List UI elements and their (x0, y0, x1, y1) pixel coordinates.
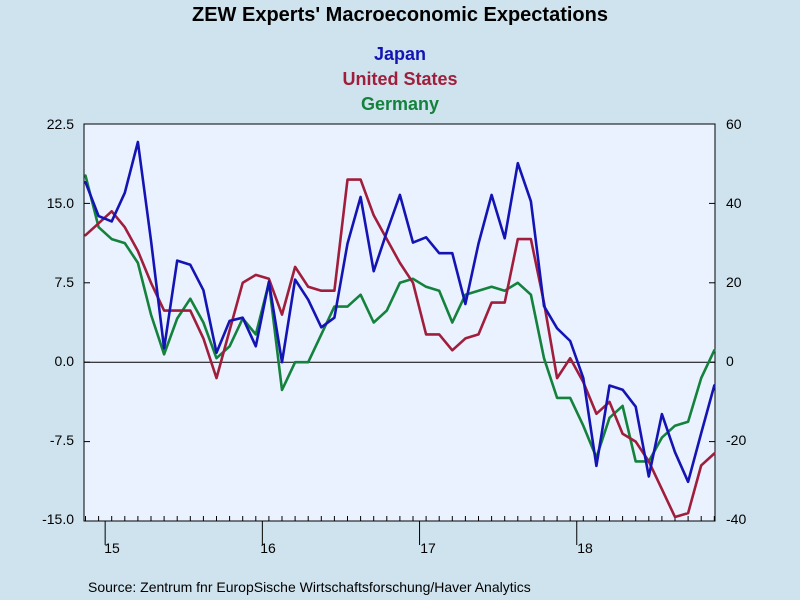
legend-japan: Japan (374, 44, 426, 64)
y-right-tick-label: -40 (726, 511, 746, 527)
y-right-tick-label: 60 (726, 116, 742, 132)
y-left-tick-label: -7.5 (50, 432, 74, 448)
legend-united-states: United States (342, 69, 457, 89)
y-right-tick-label: 40 (726, 195, 742, 211)
y-left-tick-label: 0.0 (55, 353, 75, 369)
series-japan-line (84, 140, 716, 484)
y-right-tick-label: 20 (726, 274, 742, 290)
series-germany-line (84, 174, 716, 463)
y-right-tick-label: -20 (726, 432, 746, 448)
y-left-tick-label: 15.0 (47, 195, 74, 211)
y-left-tick-label: 22.5 (47, 116, 74, 132)
plot-area (83, 123, 716, 522)
x-tick-label: 17 (420, 540, 436, 556)
chart-title: ZEW Experts' Macroeconomic Expectations (192, 4, 608, 26)
series-united-states-line (84, 178, 716, 519)
legend-germany: Germany (361, 94, 439, 114)
y-left-tick-label: 7.5 (55, 274, 75, 290)
x-tick-label: 18 (577, 540, 593, 556)
x-tick-label: 16 (260, 540, 276, 556)
x-tick-label: 15 (104, 540, 120, 556)
y-left-tick-label: -15.0 (42, 511, 74, 527)
source-note: Source: Zentrum fnr EuropSische Wirtscha… (88, 579, 531, 595)
y-right-tick-label: 0 (726, 353, 734, 369)
